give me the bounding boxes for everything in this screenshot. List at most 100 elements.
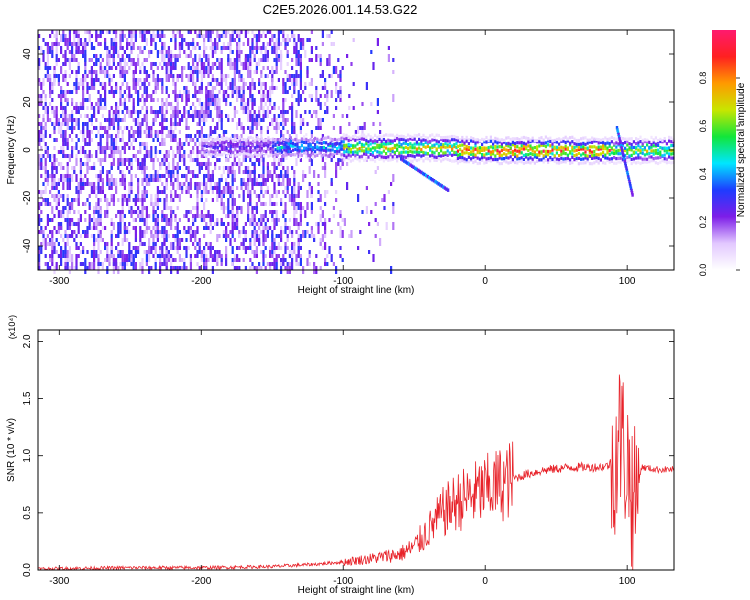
spectrogram-cell [84, 202, 87, 206]
spectrogram-cell [643, 153, 646, 157]
spectrogram-cell [229, 46, 232, 54]
spectrogram-cell [264, 54, 267, 58]
spectrogram-cell [130, 262, 133, 266]
spectrogram-cell [174, 58, 177, 62]
spectrogram-cell [71, 262, 74, 270]
spectrogram-cell [108, 154, 111, 158]
spectrogram-cell [227, 144, 230, 148]
spectrogram-cell [214, 86, 217, 90]
spectrogram-cell [209, 242, 212, 246]
spectrogram-cell [299, 258, 302, 266]
spectrogram-cell [123, 262, 126, 270]
spectrogram-cell [236, 141, 239, 146]
spectrogram-cell [262, 202, 265, 206]
spectrogram-cell [57, 182, 60, 186]
spectrogram-cell [663, 159, 666, 164]
spectrogram-cell [435, 139, 438, 143]
spectrogram-cell [143, 206, 146, 210]
spectrogram-cell [123, 194, 126, 198]
spectrogram-cell [296, 142, 299, 146]
spectrogram-cell [240, 94, 243, 98]
spectrogram-cell [404, 150, 407, 154]
spectrogram-cell [424, 156, 427, 161]
spectrogram-cell [123, 178, 126, 182]
spectrogram-cell [222, 194, 225, 198]
spectrogram-cell [392, 70, 395, 74]
spectrogram-cell [178, 110, 181, 114]
spectrogram-cell [310, 94, 313, 98]
spectrogram-cell [247, 30, 250, 34]
spectrogram-cell [251, 148, 255, 153]
spectrogram-cell [68, 42, 71, 46]
spectrogram-cell [369, 152, 372, 156]
spectrogram-cell [152, 206, 155, 210]
spectrogram-cell [262, 46, 265, 50]
spectrogram-cell [55, 138, 58, 142]
spectrogram-cell [172, 122, 175, 126]
spectrogram-cell [203, 134, 206, 138]
spectrogram-cell [178, 138, 181, 146]
spectrogram-cell [121, 170, 124, 174]
spectrogram-cell [172, 234, 175, 238]
spectrogram-cell [251, 50, 254, 54]
spectrogram-cell [209, 126, 212, 134]
spectrogram-cell [292, 144, 295, 148]
spectrogram-cell [374, 234, 377, 238]
spectrogram-cell [185, 250, 188, 254]
spectrogram-cell [282, 190, 285, 194]
spectrogram-cell [273, 46, 276, 54]
spectrogram-cell [192, 174, 195, 178]
spectrogram-cell [643, 148, 646, 152]
spectrogram-cell [218, 166, 221, 170]
spectrogram-cell [343, 143, 346, 148]
spectrogram-cell [453, 145, 456, 149]
spectrogram-cell [284, 98, 287, 102]
spectrogram-cell [295, 230, 298, 234]
spectrogram-cell [328, 154, 331, 158]
spectrogram-cell [38, 78, 41, 82]
spectrogram-cell [198, 34, 201, 38]
spectrogram-cell [38, 130, 41, 138]
spectrogram-cell [152, 174, 155, 178]
spectrogram-cell [141, 206, 144, 210]
spectrogram-cell [156, 110, 159, 114]
spectrogram-cell [284, 170, 287, 174]
spectrogram-cell [181, 70, 184, 74]
spectrogram-cell [571, 135, 574, 139]
spectrogram-cell [297, 98, 300, 106]
spectrogram-cell [132, 30, 135, 38]
spectrogram-cell [216, 158, 219, 162]
spectrogram-cell [243, 138, 246, 142]
spectrogram-cell [586, 138, 589, 142]
spectrogram-cell [448, 141, 451, 145]
spectrogram-cell [233, 154, 236, 162]
spectrogram-cell [275, 86, 278, 90]
spectrogram-cell [236, 122, 239, 130]
spectrogram-cell [284, 118, 287, 126]
spectrogram-cell [134, 34, 137, 38]
spectrogram-cell [242, 246, 245, 250]
spectrogram-cell [321, 210, 324, 218]
spectrogram-cell [348, 234, 351, 238]
spectrogram-cell [64, 70, 67, 74]
spectrogram-cell [187, 142, 190, 146]
spectrogram-cell [93, 250, 96, 254]
spectrogram-cell [293, 122, 296, 126]
spectrogram-cell [192, 118, 195, 122]
spectrogram-cell [258, 30, 261, 38]
spectrogram-cell [130, 182, 133, 186]
spectrogram-cell [134, 238, 137, 242]
spectrogram-cell [156, 170, 159, 174]
spectrogram-cell [82, 262, 85, 266]
spectrogram-cell [198, 46, 201, 50]
spectrogram-cell [86, 42, 89, 46]
spectrogram-cell [220, 50, 223, 54]
spectrogram-cell [269, 250, 272, 258]
spectrogram-cell [189, 178, 192, 182]
spectrogram-cell [271, 86, 274, 90]
spectrogram-cell [306, 190, 309, 198]
spectrogram-cell [275, 262, 278, 270]
spectrogram-cell [38, 82, 41, 86]
spectrogram-cell [275, 174, 278, 178]
spectrogram-cell [75, 50, 78, 54]
